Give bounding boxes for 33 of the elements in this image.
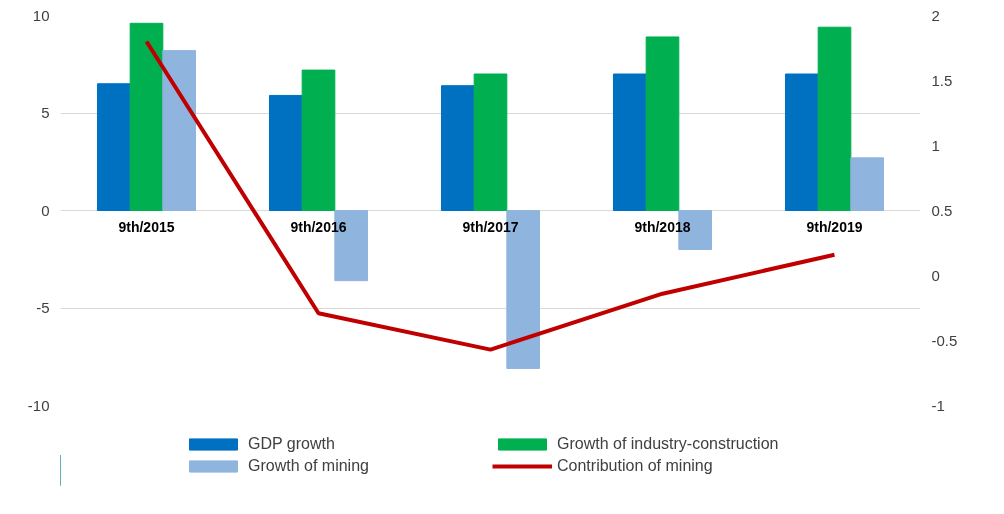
x-tick-label: 9th/2017 [462,218,519,235]
y-tick-label: -5 [36,299,50,316]
legend-label: Growth of mining [248,457,370,475]
y2-tick-label: -0.5 [931,331,958,349]
bar [96,83,131,211]
y-tick-label: 5 [41,104,50,121]
x-tick-label: 9th/2015 [118,218,175,235]
y2-tick-label: 1.5 [931,71,953,89]
bar [440,85,475,211]
y2-tick-label: 0.5 [931,201,953,219]
legend-label: GDP growth [248,435,336,453]
bar [645,36,680,211]
y2-tick-label: 2 [931,6,940,24]
y-tick-label: 0 [41,201,50,219]
bar [301,69,336,211]
x-tick-label: 9th/2016 [290,218,347,235]
bar [162,50,197,211]
y2-tick-label: 0 [931,266,940,284]
y-tick-label: -10 [27,396,50,414]
y2-tick-label: -1 [931,396,945,414]
legend-label: Growth of industry-construction [557,435,780,453]
bar [473,73,508,211]
bar [850,157,885,211]
bar [129,22,164,211]
y2-tick-label: 1 [931,136,940,154]
bar [817,26,852,211]
y-tick-label: 10 [32,6,50,24]
x-tick-label: 9th/2018 [634,218,691,235]
bar [784,73,819,211]
bar [268,94,303,211]
bar [612,73,647,211]
legend-label: Contribution of mining [557,457,714,475]
x-tick-label: 9th/2019 [806,218,863,235]
